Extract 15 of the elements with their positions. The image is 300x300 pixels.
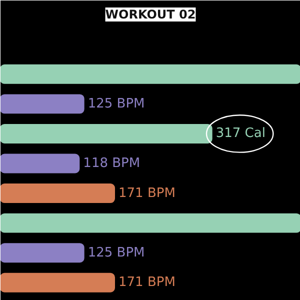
- data-label: 317 Cal: [216, 126, 266, 142]
- bar: [0, 243, 84, 263]
- bar: [0, 124, 212, 144]
- bar: [0, 154, 80, 174]
- data-label: 125 BPM: [88, 245, 145, 260]
- bar: [0, 94, 84, 114]
- bar: [0, 213, 300, 233]
- data-label: 171 BPM: [118, 186, 176, 201]
- bar: [0, 64, 300, 84]
- bar: [0, 272, 115, 292]
- data-label: 171 BPM: [118, 275, 176, 290]
- bar: [0, 184, 115, 204]
- chart-title: WORKOUT 02: [105, 8, 196, 22]
- data-label: 125 BPM: [88, 96, 145, 112]
- data-label: 118 BPM: [83, 156, 140, 171]
